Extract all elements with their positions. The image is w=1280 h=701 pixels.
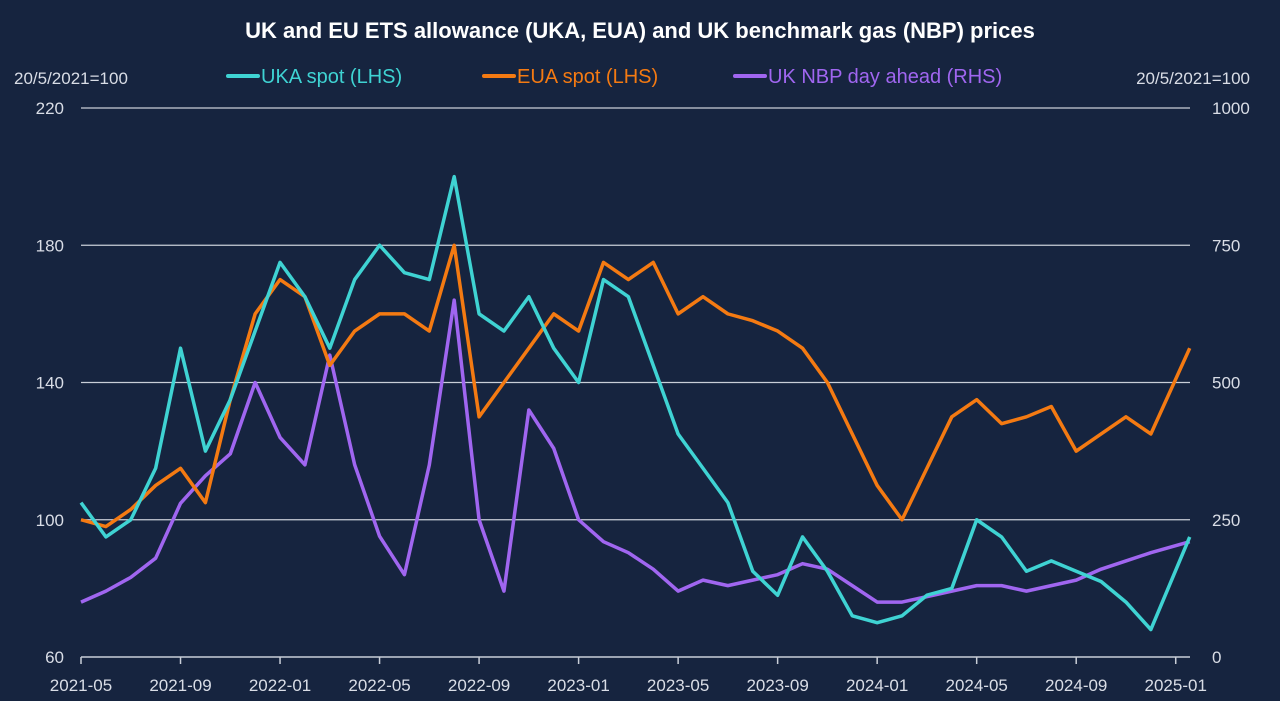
- x-tick-label: 2025-01: [1145, 676, 1207, 695]
- y-right-tick-label: 250: [1212, 511, 1240, 530]
- gridlines: [81, 107, 1190, 521]
- y-right-tick-label: 0: [1212, 648, 1221, 667]
- legend-label: UKA spot (LHS): [261, 66, 402, 88]
- y-left-tick-label: 60: [45, 648, 64, 667]
- x-tick-label: 2022-01: [249, 676, 311, 695]
- x-tick-label: 2022-05: [348, 676, 410, 695]
- legend-label: UK NBP day ahead (RHS): [768, 66, 1002, 88]
- x-tick-label: 2021-09: [149, 676, 211, 695]
- y-right-tick-label: 500: [1212, 374, 1240, 393]
- y-left-tick-label: 180: [36, 236, 64, 255]
- x-tick-label: 2024-01: [846, 676, 908, 695]
- legend: UKA spot (LHS) EUA spot (LHS) UK NBP day a…: [226, 66, 1002, 88]
- y-left-tick-label: 220: [36, 99, 64, 118]
- right-axis-label: 20/5/2021=100: [1136, 69, 1250, 88]
- axes: 60 100 140 180 220 0 250 500 750 1000 2021-05 2021-…: [36, 99, 1250, 695]
- series-line-1: [80, 243, 1192, 529]
- chart-title: UK and EU ETS allowance (UKA, EUA) and U…: [245, 18, 1035, 43]
- y-left-tick-label: 100: [36, 511, 64, 530]
- x-tick-label: 2024-09: [1045, 676, 1107, 695]
- series-lines: [79, 174, 1192, 632]
- y-right-tick-label: 750: [1212, 236, 1240, 255]
- y-left-tick-label: 140: [36, 374, 64, 393]
- x-tick-label: 2024-05: [945, 676, 1007, 695]
- x-tick-label: 2023-01: [547, 676, 609, 695]
- y-right-tick-label: 1000: [1212, 99, 1250, 118]
- x-tick-label: 2023-09: [746, 676, 808, 695]
- legend-label: EUA spot (LHS): [517, 66, 658, 88]
- x-tick-label: 2021-05: [50, 676, 112, 695]
- left-axis-label: 20/5/2021=100: [14, 69, 128, 88]
- x-tick-label: 2023-05: [647, 676, 709, 695]
- x-tick-label: 2022-09: [448, 676, 510, 695]
